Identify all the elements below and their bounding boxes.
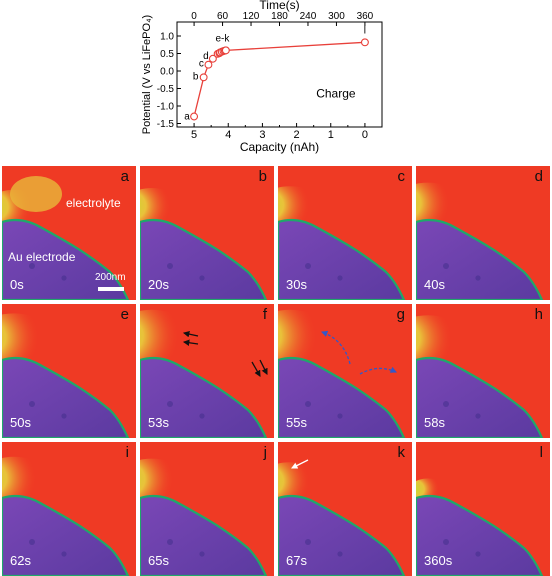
top-tick-label: 0 bbox=[191, 11, 197, 22]
y-axis-label: Potential (V vs LiFePO₄) bbox=[141, 15, 153, 134]
top-tick-label: 300 bbox=[328, 11, 345, 22]
tem-image bbox=[2, 304, 136, 438]
x-tick-label: 2 bbox=[294, 129, 300, 141]
electrode-label: Au electrode bbox=[8, 250, 76, 264]
top-tick-label: 180 bbox=[271, 11, 288, 22]
tem-image bbox=[416, 442, 550, 576]
panel-time: 53s bbox=[148, 415, 169, 430]
tem-image bbox=[140, 304, 274, 438]
tem-panel-a: a 0s electrolyte Au electrode 200nm bbox=[2, 166, 136, 300]
panel-letter: e bbox=[120, 306, 129, 323]
point-label: c bbox=[199, 59, 204, 70]
chart-axes: 5 4 3 2 1 0 0 60 120 180 240 300 360 -1.5 -1.0 -0.5 0.0 0… bbox=[141, 0, 383, 154]
arrow-overlay bbox=[182, 330, 268, 377]
point-label: b bbox=[193, 71, 199, 82]
panel-letter: j bbox=[263, 444, 267, 461]
panel-letter: g bbox=[396, 306, 405, 323]
potential-capacity-chart: 5 4 3 2 1 0 0 60 120 180 240 300 360 -1.5 -1.0 -0.5 0.0 0… bbox=[141, 0, 383, 154]
x-tick-label: 4 bbox=[225, 129, 231, 141]
y-tick-label: -1.0 bbox=[157, 102, 175, 113]
tem-panel-f: f 53s bbox=[140, 304, 274, 438]
x-tick-label: 1 bbox=[328, 129, 334, 141]
point-label: d bbox=[203, 51, 209, 62]
white-arrow-overlay bbox=[291, 459, 309, 469]
y-tick-label: -1.5 bbox=[157, 119, 175, 130]
panel-time: 62s bbox=[10, 553, 31, 568]
data-point bbox=[208, 54, 217, 63]
x-tick-label: 5 bbox=[191, 129, 197, 141]
panel-time: 65s bbox=[148, 553, 169, 568]
panel-time: 360s bbox=[424, 553, 453, 568]
top-tick-label: 60 bbox=[217, 11, 229, 22]
tem-image bbox=[140, 442, 274, 576]
panel-letter: a bbox=[120, 168, 129, 185]
panel-time: 0s bbox=[10, 277, 24, 292]
tem-image bbox=[416, 304, 550, 438]
tem-image bbox=[140, 166, 274, 300]
panel-letter: i bbox=[125, 444, 129, 461]
panel-time: 50s bbox=[10, 415, 31, 430]
panel-letter: b bbox=[258, 168, 267, 185]
data-point bbox=[360, 38, 369, 47]
tem-panel-l: l 360s bbox=[416, 442, 550, 576]
point-label: a bbox=[184, 112, 190, 123]
tem-image bbox=[2, 166, 136, 300]
panel-time: 55s bbox=[286, 415, 307, 430]
tem-panel-c: c 30s bbox=[278, 166, 412, 300]
tem-image bbox=[278, 304, 412, 438]
top-axis-label: Time(s) bbox=[259, 0, 299, 12]
panel-letter: d bbox=[534, 168, 543, 185]
tem-panel-h: h 58s bbox=[416, 304, 550, 438]
panel-time: 67s bbox=[286, 553, 307, 568]
y-tick-label: -0.5 bbox=[157, 84, 175, 95]
electrolyte-label: electrolyte bbox=[66, 196, 121, 210]
x-axis-label: Capacity (nAh) bbox=[240, 140, 319, 154]
panel-time: 40s bbox=[424, 277, 445, 292]
y-tick-label: 0.0 bbox=[160, 67, 174, 78]
data-point bbox=[221, 46, 230, 55]
tem-panel-d: d 40s bbox=[416, 166, 550, 300]
y-tick-label: 0.5 bbox=[160, 49, 174, 60]
tem-image bbox=[416, 166, 550, 300]
tem-panel-g: g 55s bbox=[278, 304, 412, 438]
data-point bbox=[199, 73, 208, 82]
panel-time: 20s bbox=[148, 277, 169, 292]
tem-panel-j: j 65s bbox=[140, 442, 274, 576]
tem-panel-i: i 62s bbox=[2, 442, 136, 576]
top-tick-label: 360 bbox=[357, 11, 374, 22]
panel-letter: k bbox=[397, 444, 406, 461]
tem-panel-b: b 20s bbox=[140, 166, 274, 300]
charge-annotation: Charge bbox=[316, 86, 356, 100]
panel-time: 58s bbox=[424, 415, 445, 430]
panel-time: 30s bbox=[286, 277, 307, 292]
panel-letter: c bbox=[397, 168, 406, 185]
point-label: l bbox=[364, 25, 366, 36]
dashed-arrow-overlay bbox=[320, 330, 397, 375]
data-point bbox=[204, 60, 213, 69]
tem-panel-e: e 50s bbox=[2, 304, 136, 438]
x-tick-label: 3 bbox=[259, 129, 265, 141]
scale-bar bbox=[98, 287, 124, 291]
scale-label: 200nm bbox=[95, 272, 126, 283]
x-tick-label: 0 bbox=[362, 129, 368, 141]
top-tick-label: 120 bbox=[243, 11, 260, 22]
chart-series: a bcd l e-k bbox=[184, 25, 369, 123]
range-label: e-k bbox=[215, 33, 230, 44]
data-point bbox=[190, 112, 199, 121]
tem-image bbox=[278, 166, 412, 300]
plot-frame bbox=[176, 21, 383, 128]
tem-panel-k: k 67s bbox=[278, 442, 412, 576]
panel-letter: f bbox=[262, 306, 267, 323]
y-tick-label: 1.0 bbox=[160, 32, 174, 43]
panel-letter: l bbox=[539, 444, 543, 461]
tem-image bbox=[2, 442, 136, 576]
panel-letter: h bbox=[534, 306, 543, 323]
top-tick-label: 240 bbox=[300, 11, 317, 22]
